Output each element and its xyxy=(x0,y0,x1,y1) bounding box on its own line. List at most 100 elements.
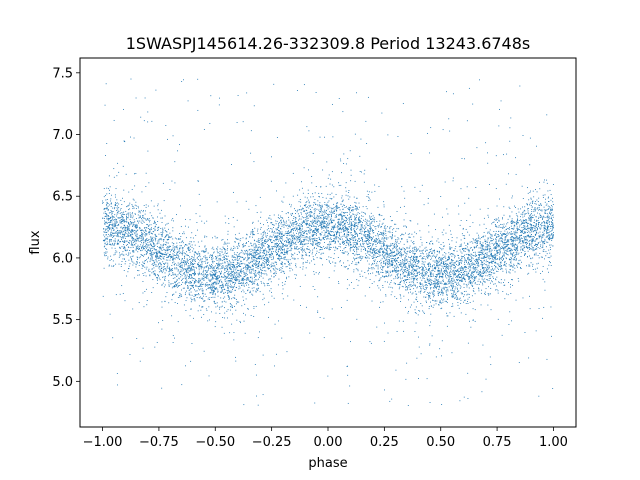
scatter-point xyxy=(510,225,512,227)
scatter-point xyxy=(427,264,429,265)
scatter-point xyxy=(517,246,519,248)
scatter-point xyxy=(103,240,105,242)
scatter-point xyxy=(302,192,304,194)
scatter-point xyxy=(410,259,412,261)
scatter-point xyxy=(305,209,307,211)
scatter-point xyxy=(438,257,440,259)
scatter-point xyxy=(283,224,285,226)
scatter-point xyxy=(152,287,154,289)
scatter-point xyxy=(250,242,252,244)
scatter-point xyxy=(189,256,190,258)
scatter-point xyxy=(436,274,438,276)
scatter-point xyxy=(307,226,309,228)
scatter-point xyxy=(478,283,480,285)
scatter-point xyxy=(105,83,107,85)
scatter-point xyxy=(241,263,243,265)
scatter-point xyxy=(300,201,302,203)
scatter-point xyxy=(304,204,306,206)
scatter-point xyxy=(337,202,339,204)
scatter-point xyxy=(528,247,530,249)
scatter-point xyxy=(387,226,388,228)
scatter-point xyxy=(317,312,319,313)
scatter-point xyxy=(390,220,392,222)
scatter-point xyxy=(533,240,535,242)
scatter-point xyxy=(133,222,135,224)
scatter-point xyxy=(334,242,336,244)
scatter-point xyxy=(485,243,486,245)
scatter-point xyxy=(211,282,213,284)
scatter-point xyxy=(312,196,314,198)
scatter-point xyxy=(173,261,175,263)
scatter-point xyxy=(511,236,513,237)
scatter-point xyxy=(496,276,498,278)
scatter-point xyxy=(174,268,176,270)
scatter-point xyxy=(260,244,262,246)
scatter-point xyxy=(278,320,279,322)
scatter-point xyxy=(334,238,336,240)
scatter-point xyxy=(311,260,312,262)
scatter-point xyxy=(360,224,362,226)
scatter-point xyxy=(206,258,208,260)
scatter-point xyxy=(169,269,171,271)
scatter-point xyxy=(488,286,489,288)
scatter-point xyxy=(381,248,383,250)
scatter-point xyxy=(229,273,231,275)
scatter-point xyxy=(544,229,546,231)
scatter-point xyxy=(168,271,170,273)
scatter-point xyxy=(276,236,277,238)
scatter-point xyxy=(449,243,450,245)
scatter-point xyxy=(288,276,290,278)
scatter-point xyxy=(138,211,140,213)
scatter-point xyxy=(369,233,371,235)
scatter-point xyxy=(276,244,278,246)
scatter-point xyxy=(299,285,301,287)
scatter-point xyxy=(283,263,285,265)
scatter-point xyxy=(215,321,217,323)
scatter-point xyxy=(145,239,147,241)
scatter-point xyxy=(240,275,242,277)
scatter-point xyxy=(422,273,424,275)
scatter-point xyxy=(549,246,551,248)
scatter-point xyxy=(378,287,380,289)
scatter-point xyxy=(186,272,188,274)
scatter-point xyxy=(394,270,396,272)
scatter-point xyxy=(408,273,410,275)
scatter-point xyxy=(494,249,496,251)
scatter-point xyxy=(323,317,325,319)
scatter-point xyxy=(262,238,264,239)
scatter-point xyxy=(257,283,258,285)
scatter-point xyxy=(237,95,239,96)
scatter-point xyxy=(108,225,110,227)
scatter-point xyxy=(492,267,493,269)
scatter-point xyxy=(446,273,448,275)
scatter-point xyxy=(430,273,432,275)
scatter-point xyxy=(416,256,418,258)
scatter-point xyxy=(269,239,271,240)
scatter-point xyxy=(228,274,230,276)
scatter-point xyxy=(369,235,370,237)
scatter-point xyxy=(191,299,192,301)
scatter-point xyxy=(130,221,131,223)
scatter-point xyxy=(212,260,214,262)
scatter-point xyxy=(537,262,539,264)
scatter-point xyxy=(169,254,170,255)
scatter-point xyxy=(400,265,402,267)
scatter-point xyxy=(504,261,506,263)
scatter-point xyxy=(162,182,164,184)
scatter-point xyxy=(406,263,408,265)
scatter-point xyxy=(154,263,156,265)
scatter-point xyxy=(373,251,375,253)
scatter-point xyxy=(140,230,142,232)
scatter-point xyxy=(495,266,497,268)
scatter-point xyxy=(154,233,156,235)
scatter-point xyxy=(272,268,274,269)
scatter-point xyxy=(479,272,480,274)
scatter-point xyxy=(117,384,118,386)
scatter-point xyxy=(458,255,459,256)
scatter-point xyxy=(224,279,226,281)
scatter-point xyxy=(453,250,455,252)
scatter-point xyxy=(437,281,439,283)
scatter-point xyxy=(385,230,387,232)
scatter-point xyxy=(338,283,340,284)
scatter-point xyxy=(385,271,387,273)
